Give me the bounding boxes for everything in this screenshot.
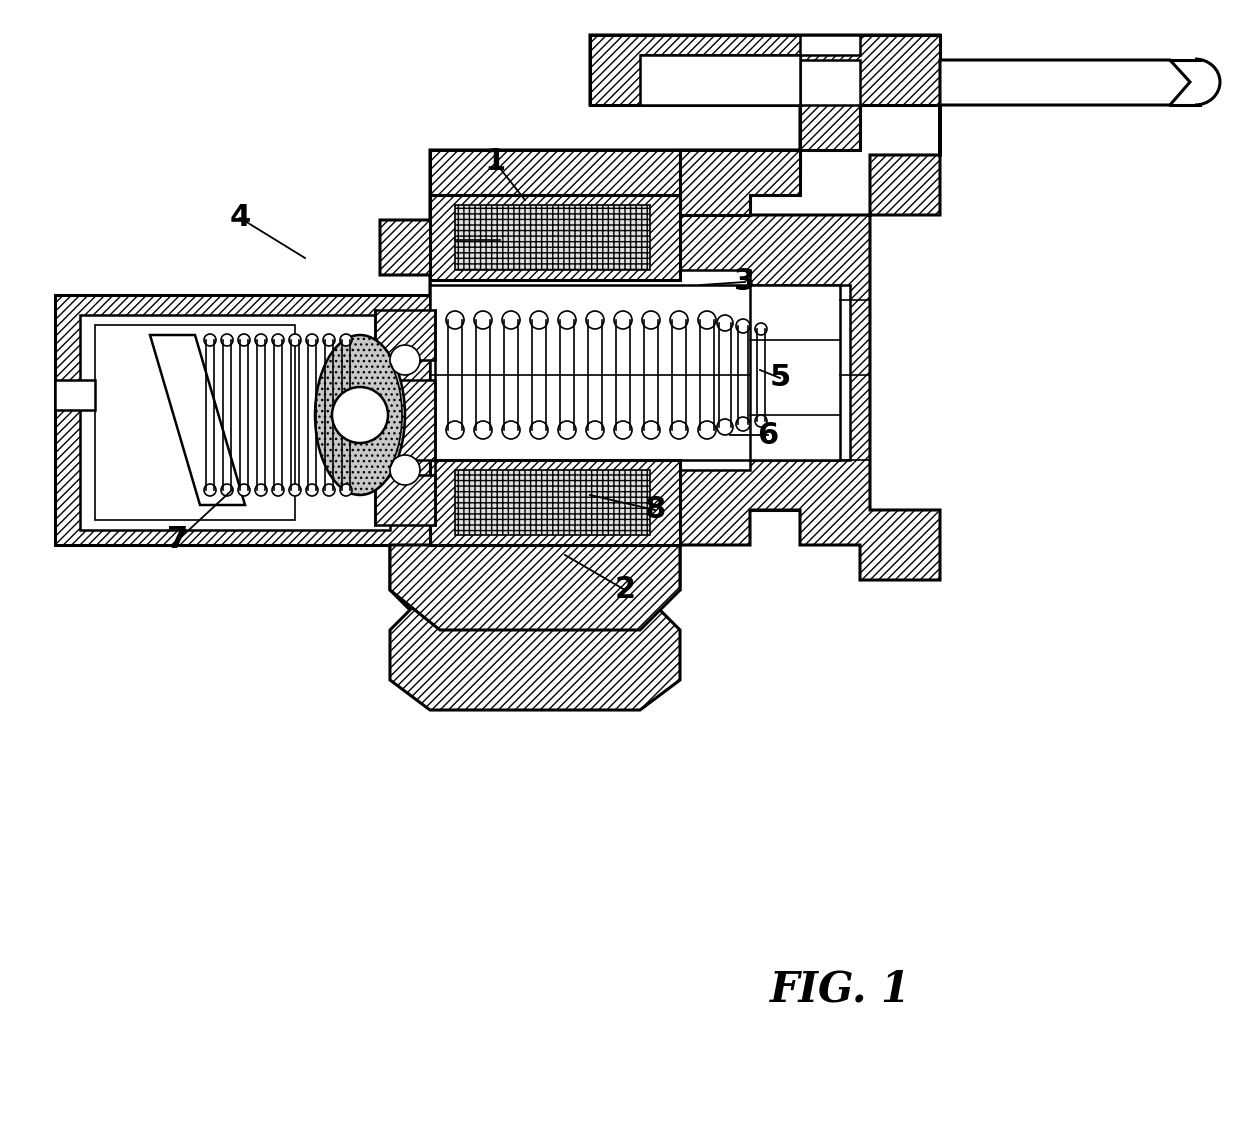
Circle shape xyxy=(306,334,317,346)
Bar xyxy=(455,470,650,535)
Polygon shape xyxy=(940,60,1190,105)
Circle shape xyxy=(255,334,267,346)
Circle shape xyxy=(474,422,492,439)
Circle shape xyxy=(221,334,233,346)
Text: FIG. 1: FIG. 1 xyxy=(770,969,910,1010)
Polygon shape xyxy=(430,194,800,545)
Text: 1: 1 xyxy=(485,147,506,176)
Circle shape xyxy=(670,311,688,329)
Circle shape xyxy=(391,345,420,375)
Circle shape xyxy=(221,484,233,496)
Text: 3: 3 xyxy=(734,268,755,297)
Text: 6: 6 xyxy=(758,420,779,450)
Circle shape xyxy=(289,334,301,346)
Bar xyxy=(95,325,295,520)
Circle shape xyxy=(502,311,520,329)
Circle shape xyxy=(289,484,301,496)
Circle shape xyxy=(446,422,464,439)
Circle shape xyxy=(698,311,715,329)
Polygon shape xyxy=(374,310,435,360)
Circle shape xyxy=(558,422,577,439)
Circle shape xyxy=(614,311,632,329)
Circle shape xyxy=(717,315,733,330)
Circle shape xyxy=(737,319,750,333)
Bar xyxy=(750,285,839,460)
Bar xyxy=(55,380,95,410)
Polygon shape xyxy=(430,460,680,545)
Circle shape xyxy=(755,415,768,427)
Circle shape xyxy=(642,422,660,439)
Polygon shape xyxy=(430,194,680,280)
Circle shape xyxy=(205,484,216,496)
Polygon shape xyxy=(430,149,800,194)
Circle shape xyxy=(502,422,520,439)
Polygon shape xyxy=(640,55,861,105)
Circle shape xyxy=(737,417,750,430)
Text: 7: 7 xyxy=(167,526,188,554)
Text: 5: 5 xyxy=(769,363,791,392)
Circle shape xyxy=(474,311,492,329)
Circle shape xyxy=(587,311,604,329)
Circle shape xyxy=(642,311,660,329)
Polygon shape xyxy=(430,194,680,545)
Circle shape xyxy=(558,311,577,329)
Circle shape xyxy=(529,422,548,439)
Circle shape xyxy=(717,419,733,435)
Bar xyxy=(640,55,800,105)
Circle shape xyxy=(670,422,688,439)
Circle shape xyxy=(272,334,284,346)
Circle shape xyxy=(205,334,216,346)
Polygon shape xyxy=(379,35,940,629)
Text: 4: 4 xyxy=(229,203,250,233)
Circle shape xyxy=(755,323,768,335)
Circle shape xyxy=(698,422,715,439)
Circle shape xyxy=(587,422,604,439)
Polygon shape xyxy=(590,35,940,149)
Circle shape xyxy=(238,334,250,346)
Circle shape xyxy=(391,455,420,484)
Bar xyxy=(430,270,750,470)
Ellipse shape xyxy=(315,335,405,495)
Bar xyxy=(55,294,430,545)
Polygon shape xyxy=(800,35,861,55)
Circle shape xyxy=(340,484,352,496)
Bar xyxy=(81,315,391,531)
Circle shape xyxy=(255,484,267,496)
Circle shape xyxy=(238,484,250,496)
Polygon shape xyxy=(374,380,435,460)
Circle shape xyxy=(322,334,335,346)
Circle shape xyxy=(446,311,464,329)
Circle shape xyxy=(614,422,632,439)
Circle shape xyxy=(332,387,388,443)
Bar xyxy=(430,285,849,460)
Circle shape xyxy=(306,484,317,496)
Circle shape xyxy=(529,311,548,329)
Circle shape xyxy=(272,484,284,496)
Circle shape xyxy=(340,334,352,346)
Polygon shape xyxy=(680,149,800,215)
Text: 2: 2 xyxy=(615,575,636,605)
Circle shape xyxy=(322,484,335,496)
Polygon shape xyxy=(374,475,435,525)
Text: 8: 8 xyxy=(645,496,666,525)
Bar xyxy=(455,205,650,270)
Polygon shape xyxy=(150,335,246,505)
Polygon shape xyxy=(391,590,680,710)
Polygon shape xyxy=(391,545,680,629)
